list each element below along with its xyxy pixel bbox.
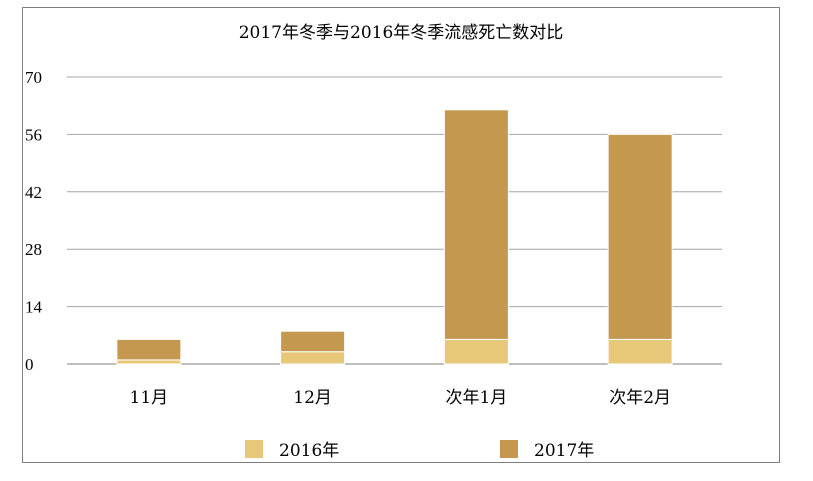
y-tick-label: 0 <box>25 355 34 374</box>
bar-2017 <box>443 109 509 340</box>
chart-container: 2017年冬季与2016年冬季流感死亡数对比 0 14 28 42 56 70 11月 12月… <box>22 7 780 463</box>
chart-canvas: 0 14 28 42 56 70 11月 12月 次年1月 次年2月 2016年 2017年 <box>25 68 722 461</box>
legend-swatch <box>500 440 518 458</box>
y-tick-label: 56 <box>25 125 42 144</box>
x-tick-label: 次年1月 <box>445 388 507 408</box>
x-tick-label: 次年2月 <box>609 388 671 408</box>
bar-2016 <box>443 338 509 365</box>
x-tick-label: 11月 <box>130 388 169 408</box>
bar-2017 <box>607 133 673 340</box>
y-tick-label: 28 <box>25 240 42 259</box>
bar-2017 <box>280 330 346 353</box>
y-tick-label: 70 <box>25 68 42 87</box>
legend-label: 2017年 <box>534 441 594 461</box>
x-tick-label: 12月 <box>293 388 332 408</box>
y-tick-label: 42 <box>25 183 42 202</box>
legend-swatch <box>245 440 263 458</box>
y-tick-label: 14 <box>25 298 43 317</box>
chart-title: 2017年冬季与2016年冬季流感死亡数对比 <box>238 23 564 43</box>
bar-2016 <box>607 338 673 365</box>
bar-2016 <box>116 359 182 365</box>
bar-2016 <box>280 351 346 365</box>
bar-2017 <box>116 338 182 361</box>
legend-label: 2016年 <box>279 441 339 461</box>
